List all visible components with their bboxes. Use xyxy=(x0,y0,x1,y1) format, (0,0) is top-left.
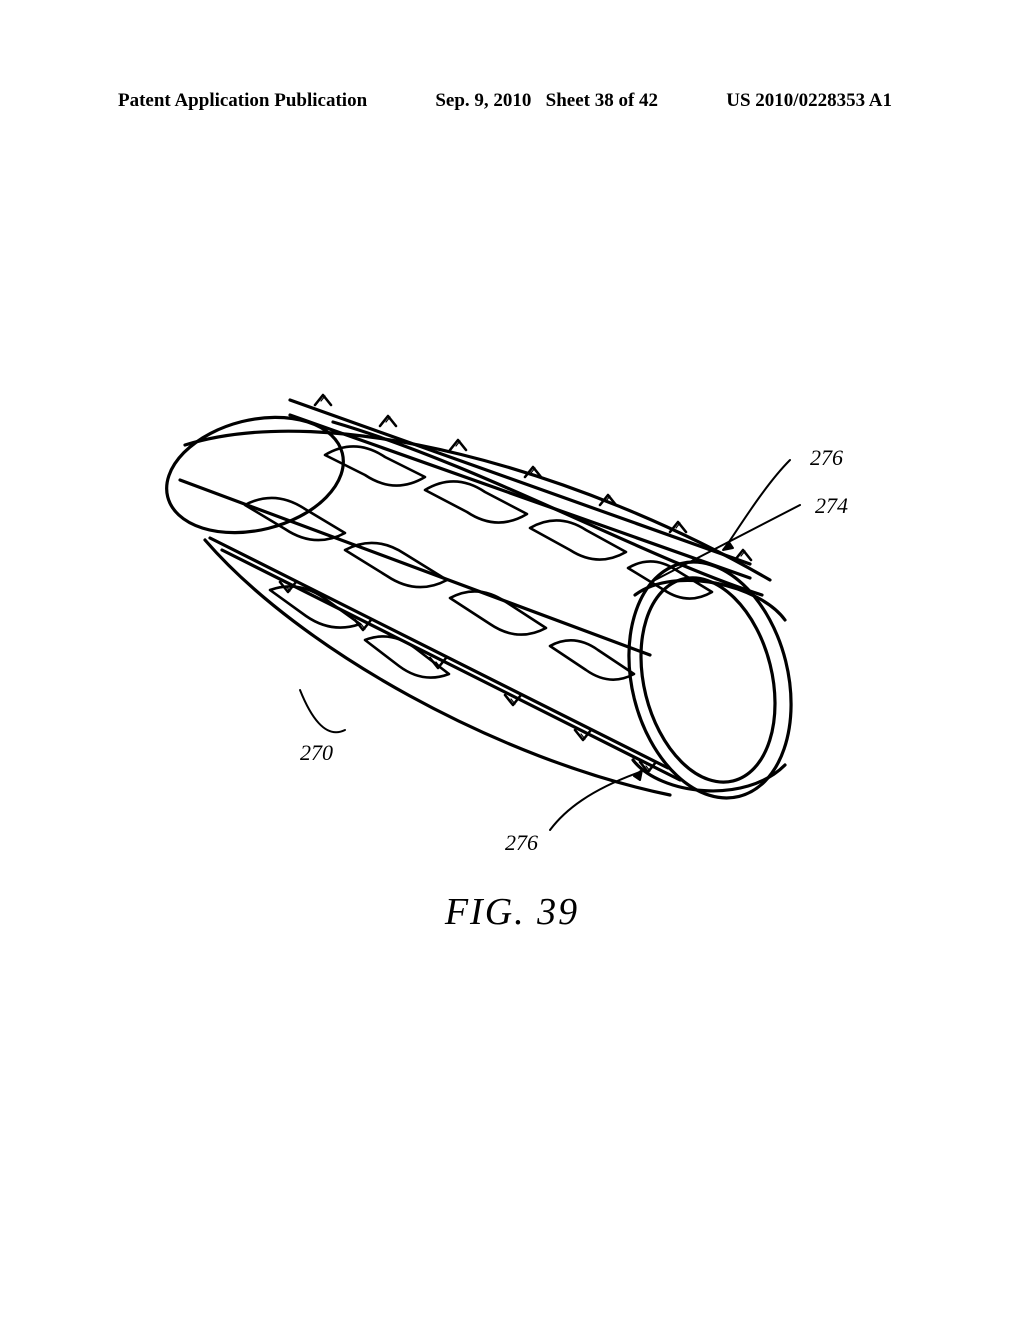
publication-type: Patent Application Publication xyxy=(118,90,367,112)
callout-276-top: 276 xyxy=(810,445,843,471)
sheet-number: Sheet 38 of 42 xyxy=(546,90,658,111)
publication-number: US 2010/0228353 A1 xyxy=(726,90,892,112)
figure-label: FIG. 39 xyxy=(0,890,1024,934)
patent-figure xyxy=(150,360,860,860)
callout-276-bottom: 276 xyxy=(505,830,538,856)
callout-270: 270 xyxy=(300,740,333,766)
publication-date-sheet: Sep. 9, 2010 Sheet 38 of 42 xyxy=(435,90,658,112)
figure-drawing xyxy=(150,360,860,860)
page-header: Patent Application Publication Sep. 9, 2… xyxy=(0,90,1024,112)
callout-274: 274 xyxy=(815,493,848,519)
publication-date: Sep. 9, 2010 xyxy=(435,90,531,111)
